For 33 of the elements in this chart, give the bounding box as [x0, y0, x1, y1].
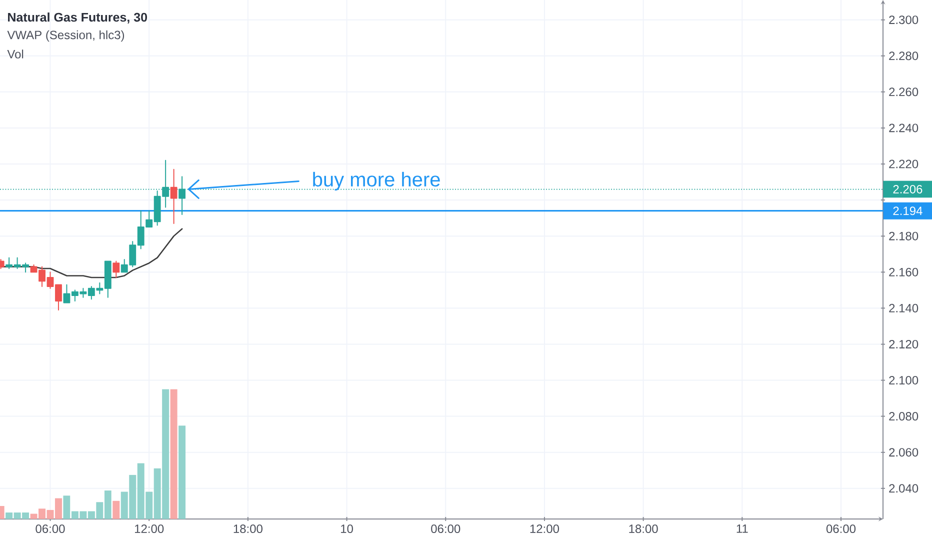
ref-line-label: 2.194 — [893, 206, 922, 216]
y-tick-label: 2.220 — [889, 160, 918, 168]
text: Natural Gas Futures, 30 — [8, 12, 148, 24]
x-tick-label: 06:00 — [826, 524, 856, 534]
y-tick-label: 2.080 — [889, 412, 918, 421]
x-tick-label: 18:00 — [234, 524, 262, 534]
x-tick-label: 18:00 — [629, 524, 658, 534]
x-tick-label: 12:00 — [530, 524, 560, 534]
y-tick-label: 2.180 — [889, 232, 918, 240]
bar — [112, 500, 120, 519]
candlestick — [112, 260, 120, 278]
bar — [178, 426, 186, 519]
x-tick-label: 12:00 — [134, 524, 164, 534]
y-tick-label: 2.300 — [889, 16, 918, 24]
bar — [170, 389, 178, 519]
x-tick-label: 11 — [736, 524, 748, 533]
x-tick-label: 10 — [341, 524, 353, 534]
x-tick-label: 06:00 — [36, 524, 65, 534]
y-tick-label: 2.260 — [889, 88, 918, 96]
y-tick-label: 2.120 — [889, 340, 918, 348]
y-tick-label: 2.160 — [889, 268, 918, 276]
y-tick-label: 2.240 — [889, 124, 918, 132]
y-tick-label: 2.060 — [889, 448, 918, 457]
y-tick-label: 2.100 — [889, 376, 918, 384]
y-tick-label: 2.040 — [889, 484, 918, 493]
ref-line-label: 2.206 — [893, 184, 922, 194]
y-tick-label: 2.140 — [889, 304, 918, 312]
x-tick-label: 06:00 — [431, 524, 460, 534]
annotation: VWAP (Session, hlc3) — [7, 30, 124, 42]
y-tick-label: 2.280 — [889, 52, 918, 60]
annotation: buy more here — [313, 172, 440, 191]
annotation: Vol — [7, 50, 24, 58]
candlestick — [170, 168, 178, 224]
